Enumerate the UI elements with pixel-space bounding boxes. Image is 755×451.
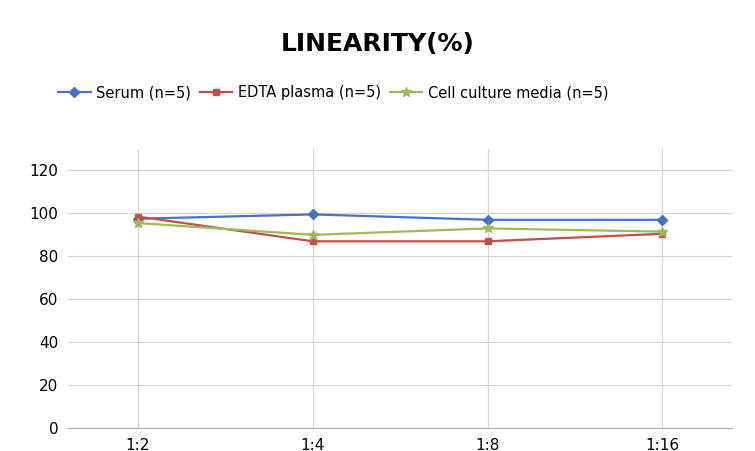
Serum (n=5) — [308, 212, 317, 217]
EDTA plasma (n=5) — [483, 239, 492, 244]
Line: Cell culture media (n=5): Cell culture media (n=5) — [133, 218, 667, 240]
Cell culture media (n=5) — [483, 226, 492, 231]
Legend: Serum (n=5), EDTA plasma (n=5), Cell culture media (n=5): Serum (n=5), EDTA plasma (n=5), Cell cul… — [53, 79, 614, 106]
EDTA plasma (n=5) — [658, 231, 667, 236]
Cell culture media (n=5) — [134, 221, 143, 226]
Cell culture media (n=5) — [308, 232, 317, 238]
EDTA plasma (n=5) — [308, 239, 317, 244]
Cell culture media (n=5) — [658, 229, 667, 235]
Line: EDTA plasma (n=5): EDTA plasma (n=5) — [134, 213, 666, 245]
Serum (n=5) — [134, 216, 143, 221]
Text: LINEARITY(%): LINEARITY(%) — [281, 32, 474, 55]
EDTA plasma (n=5) — [134, 214, 143, 219]
Serum (n=5) — [483, 217, 492, 222]
Line: Serum (n=5): Serum (n=5) — [134, 211, 666, 223]
Serum (n=5) — [658, 217, 667, 222]
